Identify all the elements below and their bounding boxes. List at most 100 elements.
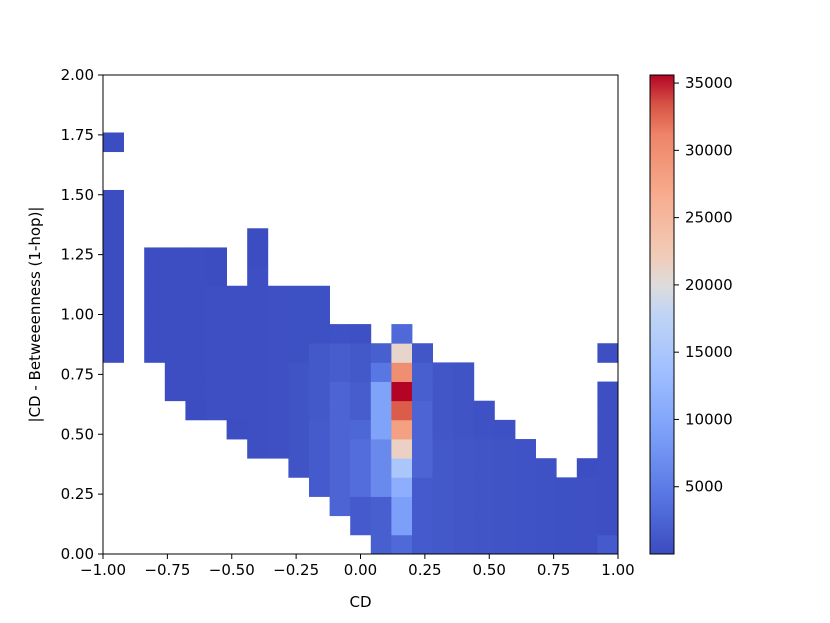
heatmap-cell — [597, 477, 619, 497]
heatmap-cell — [453, 515, 475, 536]
heatmap-cell — [453, 400, 475, 421]
colorbar-ticks: 5000 10000 15000 20000 25000 30000 35000 — [674, 74, 733, 496]
heatmap-cell — [288, 304, 310, 325]
heatmap-cell — [164, 381, 186, 402]
heatmap-cell — [247, 324, 269, 344]
heatmap-cell — [103, 324, 124, 344]
heatmap-cell — [453, 458, 475, 478]
heatmap-cell — [206, 285, 227, 306]
heatmap-cell — [144, 266, 166, 287]
heatmap-cell — [103, 228, 124, 248]
heatmap-cell — [391, 362, 413, 382]
heatmap-cell — [453, 496, 475, 517]
heatmap-cell — [576, 458, 598, 478]
heatmap-cell — [494, 477, 516, 497]
heatmap-cell — [164, 304, 186, 325]
heatmap-cell — [453, 439, 475, 459]
y-tick-label: 2.00 — [61, 66, 94, 84]
heatmap-cell — [370, 496, 392, 517]
heatmap-cell — [432, 496, 454, 517]
heatmap-cell — [288, 324, 310, 344]
heatmap-cell — [247, 362, 269, 382]
heatmap-cell — [144, 247, 166, 267]
heatmap-cell — [412, 400, 433, 421]
heatmap-cell — [597, 515, 619, 536]
heatmap-cell — [103, 132, 124, 153]
heatmap-cell — [226, 362, 248, 382]
heatmap-cell — [412, 439, 433, 459]
heatmap-cell — [391, 381, 413, 402]
heatmap-cell — [185, 324, 207, 344]
heatmap-cell — [288, 362, 310, 382]
heatmap-cell — [350, 439, 372, 459]
colorbar-tick-label: 35000 — [685, 74, 733, 92]
heatmap-cell — [432, 515, 454, 536]
heatmap-cell — [267, 439, 289, 459]
heatmap-cell — [370, 419, 392, 440]
heatmap-cell — [329, 419, 351, 440]
heatmap-cell — [515, 515, 536, 536]
heatmap-cell — [350, 343, 372, 363]
heatmap-cell — [247, 419, 269, 440]
heatmap-cell — [350, 362, 372, 382]
heatmap-cell — [103, 266, 124, 287]
colorbar-tick-label: 25000 — [685, 209, 733, 227]
heatmap-cell — [103, 189, 124, 210]
heatmap-cell — [350, 515, 372, 536]
heatmap-cell — [267, 419, 289, 440]
heatmap-cell — [164, 285, 186, 306]
heatmap-cell — [309, 439, 330, 459]
heatmap-cell — [226, 419, 248, 440]
heatmap-cell — [412, 419, 433, 440]
heatmap-cell — [309, 324, 330, 344]
heatmap-cell — [309, 381, 330, 402]
heatmap-cell — [288, 419, 310, 440]
heatmap-cell — [350, 458, 372, 478]
heatmap-cell — [226, 343, 248, 363]
heatmap-cell — [164, 247, 186, 267]
heatmap-cell — [494, 458, 516, 478]
heatmap-cell — [247, 304, 269, 325]
heatmap-cell — [329, 439, 351, 459]
heatmap-cell — [515, 496, 536, 517]
heatmap-cell — [597, 534, 619, 555]
heatmap-cell — [453, 477, 475, 497]
heatmap-cell — [185, 266, 207, 287]
heatmap-cell — [412, 496, 433, 517]
heatmap-cell — [144, 324, 166, 344]
y-tick-label: 0.00 — [61, 545, 94, 563]
heatmap-cell — [494, 439, 516, 459]
heatmap-cell — [473, 477, 495, 497]
heatmap-cell — [432, 362, 454, 382]
heatmap-cell — [206, 247, 227, 267]
heatmap-cell — [370, 381, 392, 402]
heatmap-cell — [391, 477, 413, 497]
heatmap-cell — [267, 304, 289, 325]
heatmap-cell — [164, 324, 186, 344]
heatmap-cell — [370, 534, 392, 555]
heatmap-cell — [185, 247, 207, 267]
heatmap-cell — [329, 496, 351, 517]
heatmap-cell — [391, 534, 413, 555]
heatmap-cell — [329, 458, 351, 478]
heatmap-cell — [350, 400, 372, 421]
heatmap-cell — [432, 400, 454, 421]
heatmap-cell — [288, 458, 310, 478]
heatmap-cell — [267, 285, 289, 306]
heatmap-cell — [185, 381, 207, 402]
heatmap-cell — [391, 458, 413, 478]
heatmap-cell — [247, 247, 269, 267]
heatmap-cell — [453, 419, 475, 440]
heatmap-cell — [226, 400, 248, 421]
heatmap-cell — [103, 343, 124, 363]
heatmap-cell — [370, 400, 392, 421]
heatmap-cell — [597, 381, 619, 402]
heatmap-cell — [206, 381, 227, 402]
heatmap-cell — [432, 381, 454, 402]
y-tick-label: 1.75 — [61, 126, 94, 144]
heatmap-cell — [206, 266, 227, 287]
heatmap-cell — [391, 496, 413, 517]
y-axis: 0.00 0.25 0.50 0.75 1.00 1.25 1.50 1.75 2.00 — [61, 66, 103, 563]
x-tick-label: 0.75 — [537, 561, 570, 579]
heatmap-cell — [288, 381, 310, 402]
